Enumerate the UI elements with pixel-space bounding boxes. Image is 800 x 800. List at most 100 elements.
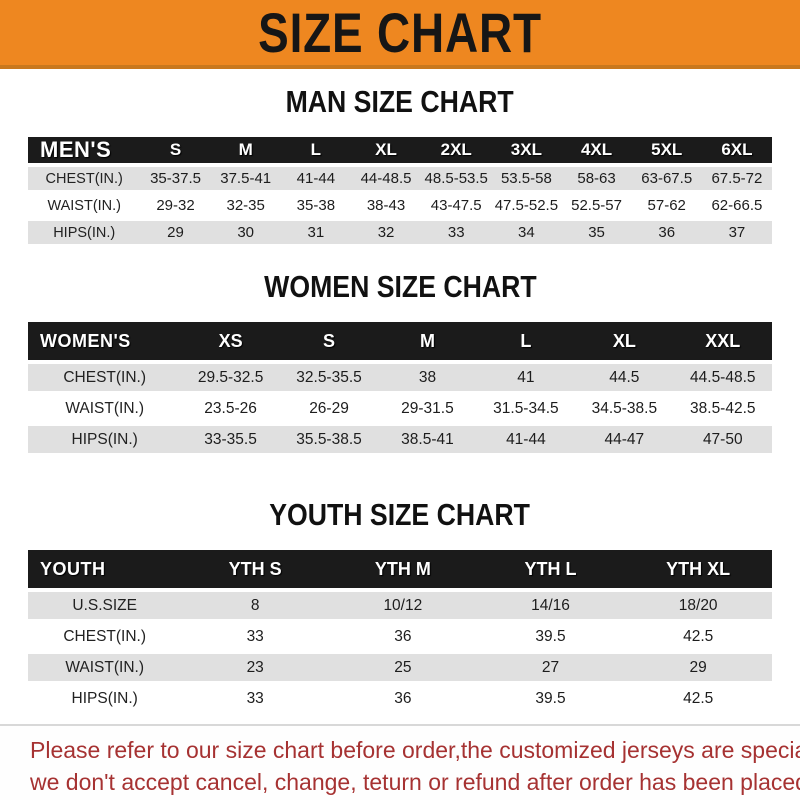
measurement-label: HIPS(IN.): [71, 689, 138, 707]
size-value: 33: [246, 689, 264, 707]
table-title-cell: YOUTH: [40, 558, 106, 579]
size-column-header: L: [310, 140, 322, 159]
women-size-table: WOMEN'S XS S M L XL XXL CHEST(IN.) 29.5-32.5 32.5…: [28, 318, 772, 457]
size-value: 34.5-38.5: [591, 399, 658, 417]
size-value: 8: [250, 596, 260, 614]
section-women: WOMEN SIZE CHART WOMEN'S XS S M L XL XXL CHEST(…: [0, 248, 800, 457]
measurement-label: HIPS(IN.): [53, 224, 116, 241]
size-value: 23: [246, 658, 264, 676]
measurement-label: HIPS(IN.): [71, 430, 138, 448]
size-value: 41-44: [506, 430, 546, 448]
size-value: 34: [518, 224, 535, 241]
size-value: 29-31.5: [401, 399, 454, 417]
size-value: 39.5: [535, 627, 566, 645]
section-man: MAN SIZE CHART MEN'S S M L XL 2XL 3XL 4XL 5XL 6XL…: [0, 69, 800, 248]
size-value: 33-35.5: [204, 430, 257, 448]
size-value: 31: [307, 224, 325, 241]
size-value: 33: [447, 224, 465, 241]
size-column-header: XL: [612, 330, 636, 351]
size-column-header: 6XL: [721, 140, 753, 159]
size-value: 37: [728, 224, 746, 241]
table-row: HIPS(IN.) 33 36 39.5 42.5: [28, 685, 772, 712]
size-value: 42.5: [683, 689, 714, 707]
measurement-label: WAIST(IN.): [47, 197, 121, 214]
section-youth: YOUTH SIZE CHART YOUTH YTH S YTH M YTH L YTH…: [0, 457, 800, 716]
measurement-label: WAIST(IN.): [65, 658, 144, 676]
size-column-header: YTH S: [228, 558, 282, 579]
size-value: 63-67.5: [641, 170, 693, 187]
table-row: CHEST(IN.) 33 36 39.5 42.5: [28, 623, 772, 650]
size-value: 37.5-41: [220, 170, 272, 187]
man-section-heading: MAN SIZE CHART: [285, 84, 515, 119]
size-value: 30: [237, 224, 255, 241]
youth-size-table: YOUTH YTH S YTH M YTH L YTH XL U.S.SIZE 8 10/12…: [28, 546, 772, 716]
youth-table-wrap: YOUTH YTH S YTH M YTH L YTH XL U.S.SIZE 8 10/12…: [0, 546, 800, 716]
table-row: WAIST(IN.) 29-32 32-35 35-38 38-43 43-47.5 47.…: [28, 194, 772, 217]
size-value: 35-37.5: [150, 170, 201, 187]
table-header-row: YOUTH YTH S YTH M YTH L YTH XL: [28, 550, 772, 588]
size-column-header: YTH XL: [666, 558, 731, 579]
size-column-header: 5XL: [651, 140, 683, 159]
size-value: 67.5-72: [711, 170, 763, 187]
size-column-header: YTH L: [524, 558, 577, 579]
table-row: CHEST(IN.) 35-37.5 37.5-41 41-44 44-48.5 48.5…: [28, 167, 772, 190]
table-row: HIPS(IN.) 33-35.5 35.5-38.5 38.5-41 41-44 44-…: [28, 426, 772, 453]
size-column-header: S: [323, 330, 336, 351]
size-value: 23.5-26: [204, 399, 257, 417]
size-value: 25: [394, 658, 412, 676]
banner: SIZE CHART: [0, 0, 800, 69]
size-column-header: XXL: [705, 330, 741, 351]
women-section-heading: WOMEN SIZE CHART: [263, 269, 537, 304]
size-value: 53.5-58: [500, 170, 552, 187]
disclaimer-line-1: Please refer to our size chart before or…: [30, 737, 800, 763]
size-value: 27: [541, 658, 560, 676]
table-header-row: WOMEN'S XS S M L XL XXL: [28, 322, 772, 360]
measurement-label: WAIST(IN.): [65, 399, 144, 417]
size-value: 48.5-53.5: [424, 170, 488, 187]
size-value: 29-32: [156, 197, 195, 214]
table-row: CHEST(IN.) 29.5-32.5 32.5-35.5 38 41 44.5 44.5…: [28, 364, 772, 391]
page-title: SIZE CHART: [258, 1, 542, 64]
size-value: 41-44: [296, 170, 336, 187]
size-value: 44.5-48.5: [690, 368, 756, 386]
table-row: WAIST(IN.) 23 25 27 29: [28, 654, 772, 681]
size-value: 10/12: [383, 596, 423, 614]
table-title-cell: MEN'S: [40, 137, 112, 162]
size-column-header: M: [419, 330, 435, 351]
size-column-header: 3XL: [510, 140, 542, 159]
size-value: 42.5: [683, 627, 714, 645]
table-row: HIPS(IN.) 29 30 31 32 33 34 35 36 37: [28, 221, 772, 244]
size-column-header: 4XL: [580, 140, 613, 159]
youth-section-heading: YOUTH SIZE CHART: [269, 497, 531, 532]
size-column-header: XL: [375, 140, 397, 159]
man-table-wrap: MEN'S S M L XL 2XL 3XL 4XL 5XL 6XL CHEST(IN.) 35-37…: [0, 133, 800, 248]
size-value: 57-62: [647, 197, 686, 214]
size-value: 41: [517, 368, 535, 386]
size-value: 62-66.5: [711, 197, 763, 214]
size-value: 32-35: [226, 197, 265, 214]
size-value: 38: [418, 368, 437, 386]
size-value: 47.5-52.5: [494, 197, 559, 214]
measurement-label: CHEST(IN.): [45, 170, 123, 187]
size-value: 47-50: [702, 430, 743, 448]
size-value: 33: [246, 627, 264, 645]
size-value: 35-38: [296, 197, 336, 214]
disclaimer: Please refer to our size chart before or…: [0, 724, 800, 800]
size-value: 29: [167, 224, 184, 241]
size-column-header: XS: [218, 330, 243, 351]
size-value: 52.5-57: [571, 197, 622, 214]
size-value: 58-63: [577, 170, 616, 187]
size-value: 44-48.5: [360, 170, 412, 187]
size-value: 43-47.5: [430, 197, 482, 214]
size-value: 38-43: [366, 197, 406, 214]
size-value: 36: [658, 224, 676, 241]
size-value: 31.5-34.5: [493, 399, 559, 417]
size-column-header: 2XL: [440, 140, 472, 159]
size-value: 29: [689, 658, 707, 676]
size-value: 14/16: [531, 596, 570, 614]
size-column-header: S: [169, 140, 182, 159]
disclaimer-line-2: we don't accept cancel, change, teturn o…: [30, 769, 800, 795]
size-value: 26-29: [309, 399, 349, 417]
size-value: 44-47: [604, 430, 645, 448]
